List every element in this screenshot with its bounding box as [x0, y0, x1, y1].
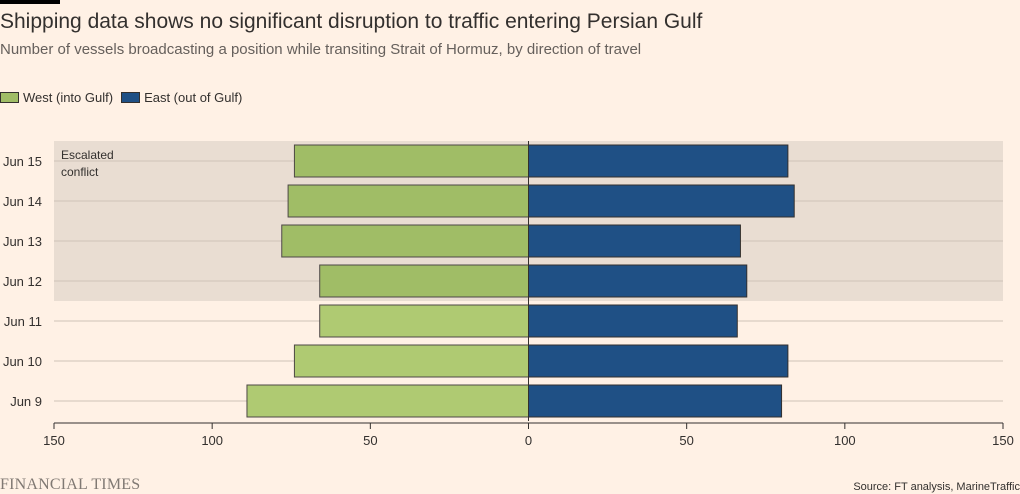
- bars: [246, 141, 795, 421]
- legend-item-west: West (into Gulf): [0, 90, 113, 105]
- y-tick-label: Jun 11: [4, 314, 42, 329]
- bar-east: [528, 224, 741, 258]
- y-tick-label: Jun 9: [10, 394, 42, 409]
- y-tick-label: Jun 14: [3, 194, 42, 209]
- y-tick-label: Jun 15: [3, 154, 42, 169]
- bar-east: [528, 184, 795, 218]
- x-tick-label: 50: [363, 433, 377, 448]
- bar-east: [528, 384, 783, 418]
- annotation-escalated-line2: conflict: [61, 165, 99, 179]
- x-tick-label: 50: [679, 433, 693, 448]
- bar-west: [293, 144, 529, 178]
- legend-swatch-east: [121, 92, 141, 103]
- brand-bar: [0, 0, 60, 4]
- chart-title: Shipping data shows no significant disru…: [0, 10, 703, 33]
- y-tick-label: Jun 12: [3, 274, 42, 289]
- x-tick-label: 150: [43, 433, 65, 448]
- legend: West (into Gulf) East (out of Gulf): [0, 90, 250, 105]
- bar-west: [319, 264, 529, 298]
- bar-east: [528, 344, 789, 378]
- annotation-escalated-line1: Escalated: [61, 148, 114, 162]
- legend-item-east: East (out of Gulf): [121, 90, 242, 105]
- chart-subtitle: Number of vessels broadcasting a positio…: [0, 41, 642, 58]
- x-axis: 150 100 50 0 50 100 150: [43, 422, 1014, 448]
- y-tick-label: Jun 13: [3, 234, 42, 249]
- bar-west: [319, 304, 529, 338]
- bar-west: [287, 184, 529, 218]
- x-tick-label: 100: [201, 433, 223, 448]
- bar-east: [528, 144, 789, 178]
- ft-logo: FINANCIAL TIMES: [0, 476, 141, 493]
- x-tick-label: 150: [992, 433, 1014, 448]
- x-tick-label: 0: [525, 433, 532, 448]
- y-tick-label: Jun 10: [3, 354, 42, 369]
- source-note: Source: FT analysis, MarineTraffic: [853, 481, 1020, 493]
- bar-west: [246, 384, 529, 418]
- legend-swatch-west: [0, 92, 19, 103]
- legend-label-east: East (out of Gulf): [144, 90, 243, 105]
- bar-west: [293, 344, 529, 378]
- bar-east: [528, 264, 748, 298]
- legend-label-west: West (into Gulf): [23, 90, 114, 105]
- bar-west: [281, 224, 530, 258]
- bar-east: [528, 304, 738, 338]
- y-axis-labels: Jun 15 Jun 14 Jun 13 Jun 12 Jun 11 Jun 10 Jun …: [3, 154, 42, 409]
- x-tick-label: 100: [834, 433, 856, 448]
